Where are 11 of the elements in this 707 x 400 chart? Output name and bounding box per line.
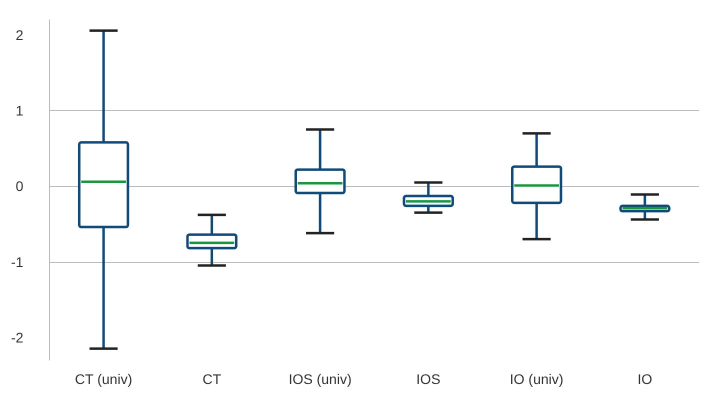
x-tick-label: IOS (univ) [288, 371, 352, 387]
x-tick-label: CT (univ) [74, 371, 132, 387]
y-tick-label: 0 [16, 178, 24, 194]
x-tick-label: IO (univ) [510, 371, 564, 387]
y-tick-label: 1 [16, 102, 24, 119]
x-tick-label: IOS [416, 371, 440, 387]
x-tick-label: IO [637, 371, 652, 387]
x-tick-label: CT [202, 371, 222, 387]
y-tick-label: 2 [16, 27, 24, 44]
y-tick-label: -2 [10, 329, 24, 346]
y-tick-label: -1 [10, 254, 24, 270]
